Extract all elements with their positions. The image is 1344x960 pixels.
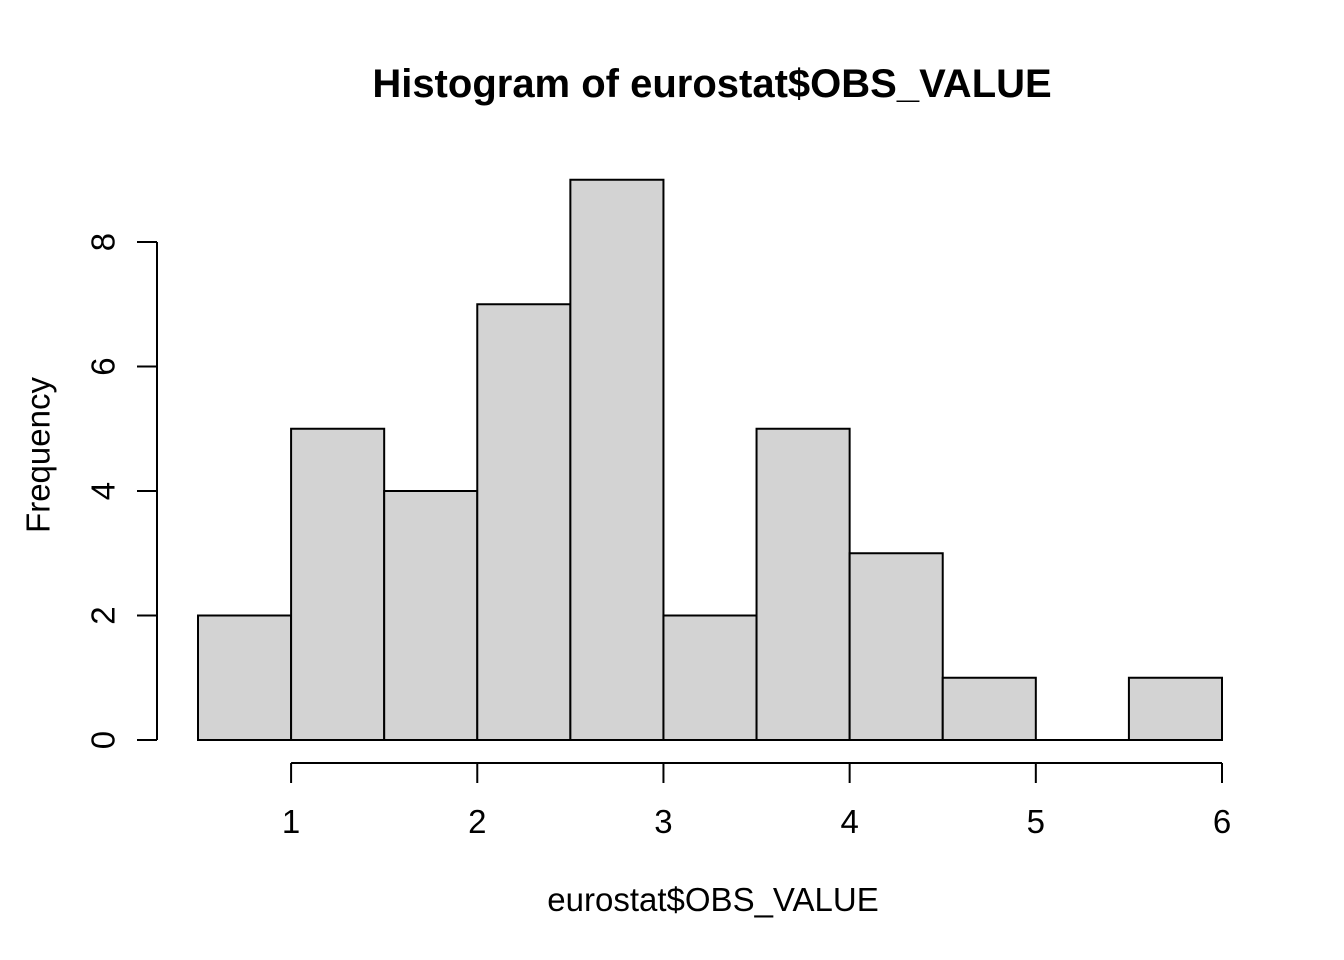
histogram-bar bbox=[569, 178, 665, 741]
x-tick-label: 1 bbox=[282, 803, 300, 840]
histogram-bar bbox=[1127, 676, 1223, 741]
histogram-bar bbox=[290, 427, 386, 741]
histogram-bar bbox=[941, 676, 1037, 741]
histogram-bar bbox=[662, 614, 758, 741]
y-tick-label: 6 bbox=[85, 357, 122, 375]
histogram-bar bbox=[476, 303, 572, 741]
y-tick-label: 2 bbox=[85, 606, 122, 624]
y-tick-label: 4 bbox=[85, 482, 122, 500]
y-axis-title: Frequency bbox=[20, 377, 57, 533]
chart-title: Histogram of eurostat$OBS_VALUE bbox=[372, 62, 1051, 106]
x-tick-label: 4 bbox=[840, 803, 858, 840]
histogram-bar bbox=[197, 614, 293, 741]
y-tick-label: 0 bbox=[85, 731, 122, 749]
x-tick-label: 5 bbox=[1027, 803, 1045, 840]
x-tick-label: 3 bbox=[654, 803, 672, 840]
y-tick-label: 8 bbox=[85, 233, 122, 251]
histogram-bar bbox=[848, 552, 944, 741]
histogram-bar bbox=[755, 427, 851, 741]
histogram-bar bbox=[383, 490, 479, 741]
x-axis-title: eurostat$OBS_VALUE bbox=[547, 881, 878, 918]
x-tick-label: 6 bbox=[1213, 803, 1231, 840]
x-tick-label: 2 bbox=[468, 803, 486, 840]
